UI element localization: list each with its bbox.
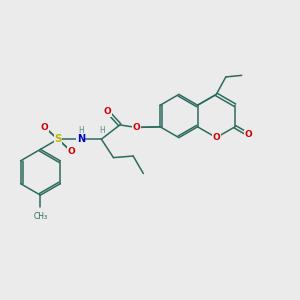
Text: O: O xyxy=(212,133,220,142)
Text: N: N xyxy=(77,134,85,144)
Text: O: O xyxy=(133,123,140,132)
Text: H: H xyxy=(100,126,105,135)
Text: O: O xyxy=(67,147,75,156)
Text: H: H xyxy=(78,126,84,135)
Text: O: O xyxy=(104,107,112,116)
Text: O: O xyxy=(41,123,48,132)
Text: CH₃: CH₃ xyxy=(33,212,47,220)
Text: O: O xyxy=(245,130,253,139)
Text: S: S xyxy=(54,134,62,144)
